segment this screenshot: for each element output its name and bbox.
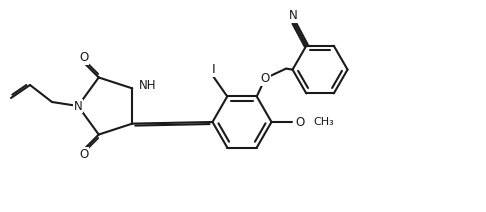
Text: NH: NH — [139, 79, 156, 92]
Text: O: O — [296, 116, 305, 128]
Text: N: N — [73, 99, 82, 113]
Text: O: O — [79, 148, 88, 161]
Text: O: O — [79, 51, 88, 64]
Text: O: O — [260, 72, 270, 85]
Text: CH₃: CH₃ — [313, 117, 334, 127]
Text: I: I — [211, 63, 215, 76]
Text: N: N — [289, 9, 297, 22]
